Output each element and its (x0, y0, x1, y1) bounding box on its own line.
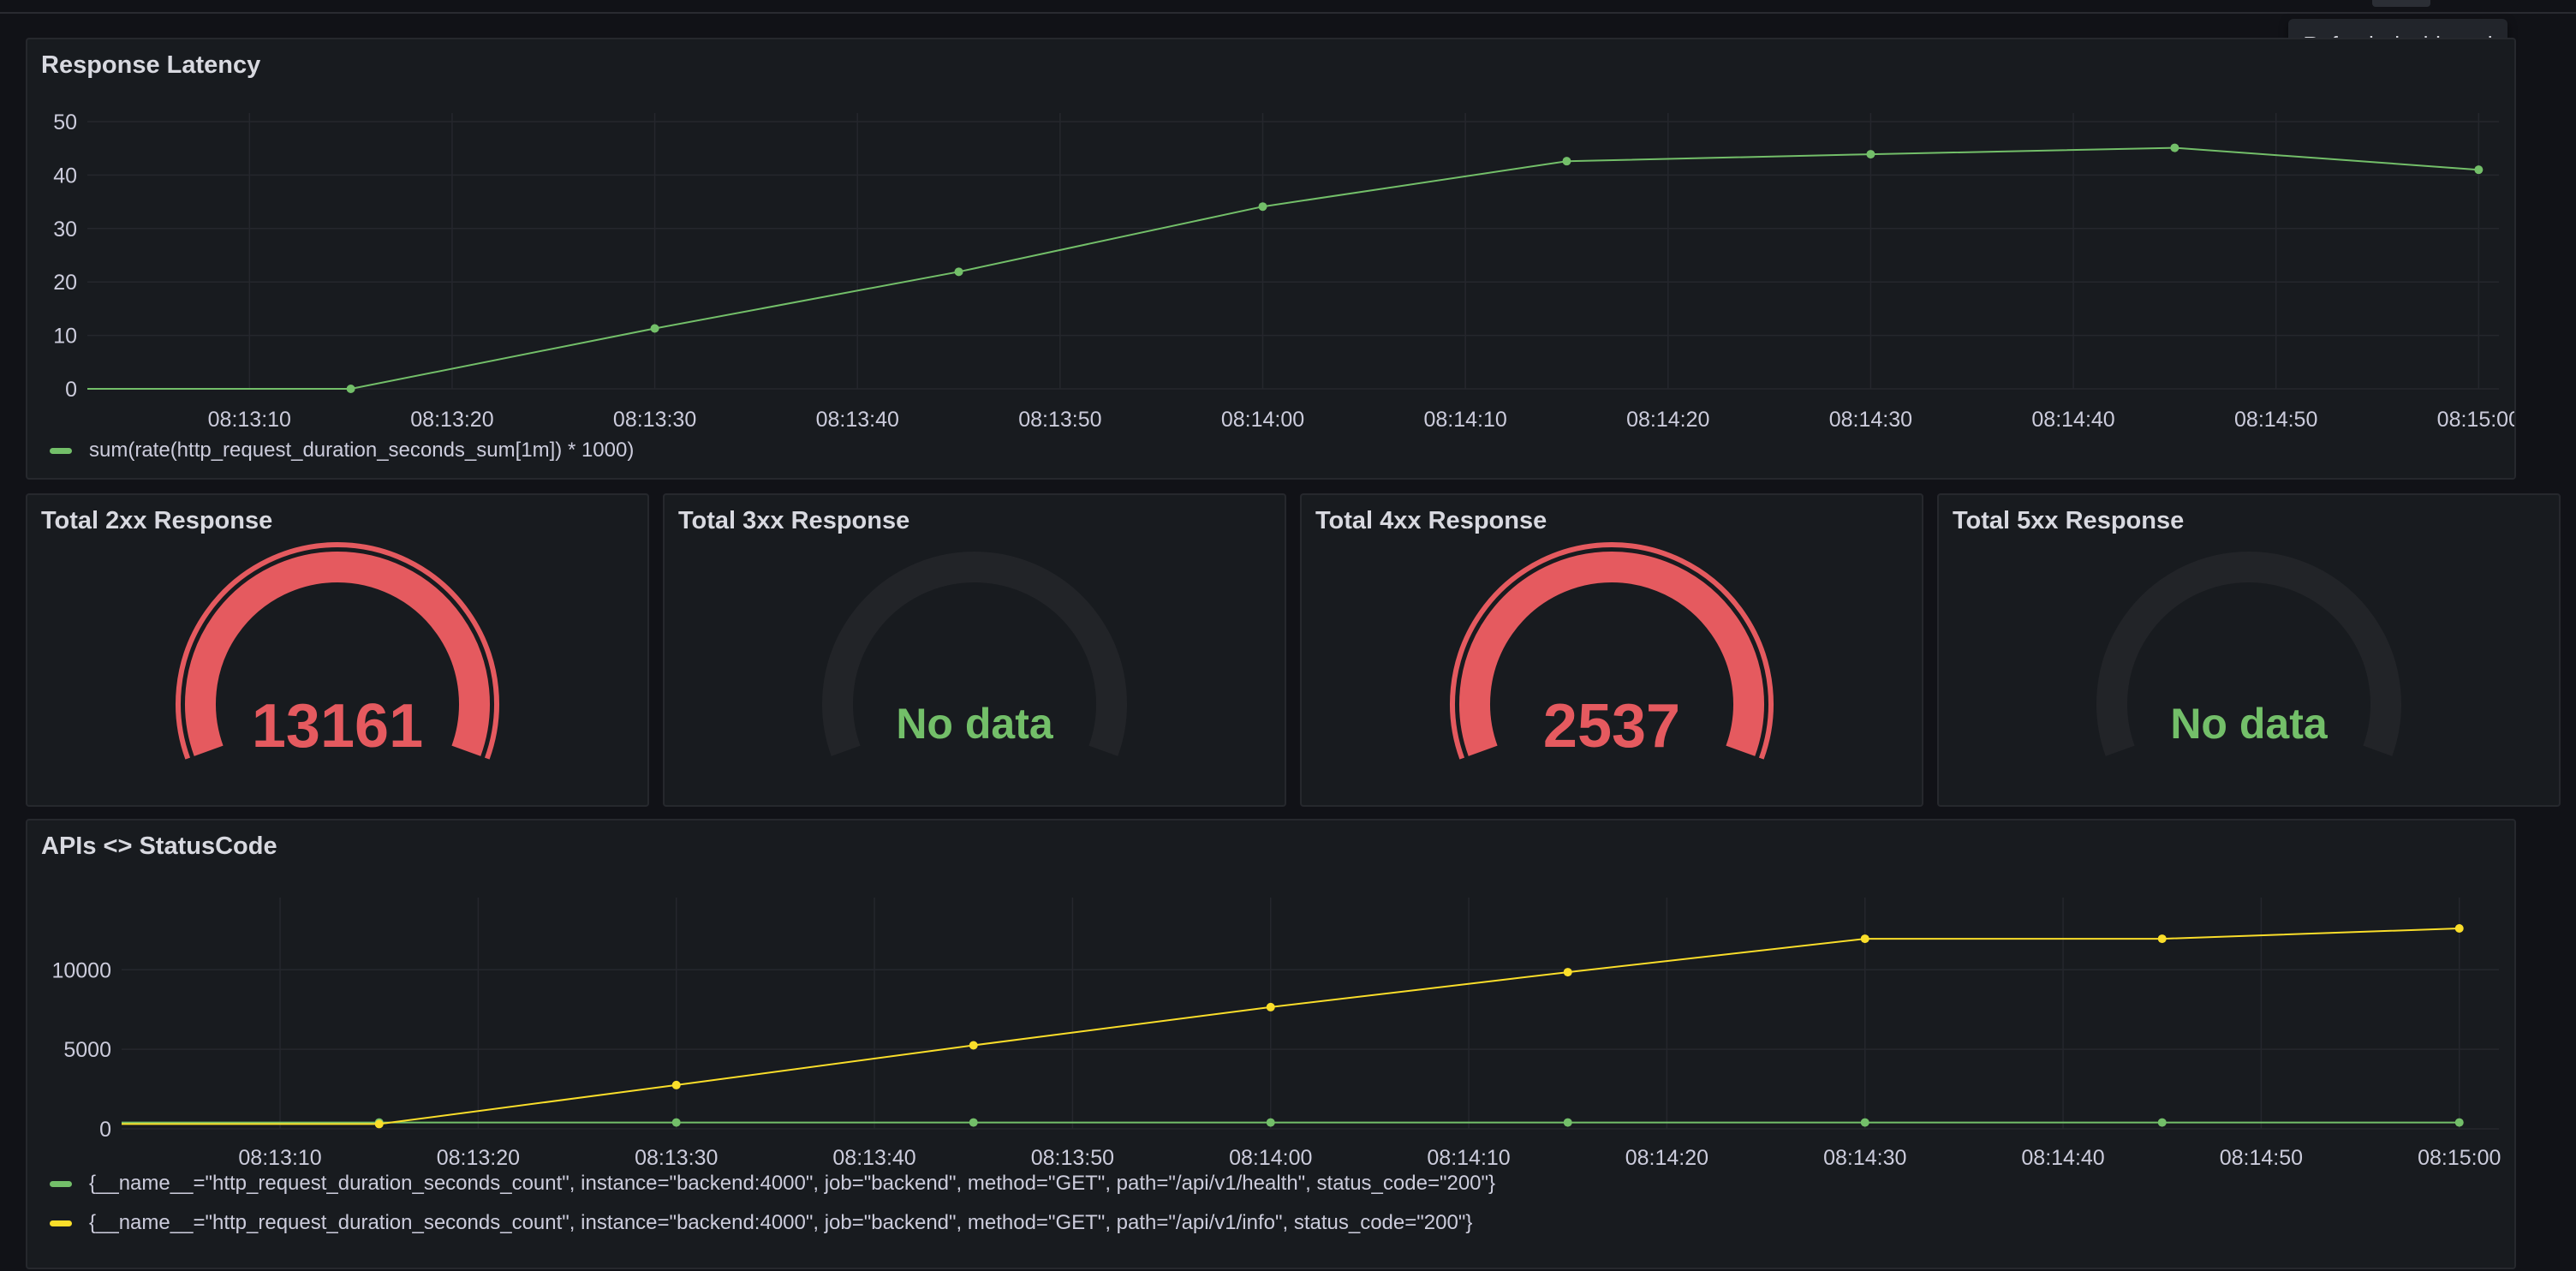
data-point (1266, 1118, 1275, 1127)
y-tick-label: 5000 (63, 1038, 111, 1062)
gauge-value: 2537 (1543, 692, 1680, 761)
data-point (969, 1041, 978, 1050)
data-point (1266, 1002, 1275, 1011)
x-tick-label: 08:14:40 (2031, 408, 2114, 432)
x-tick-label: 08:13:30 (635, 1146, 718, 1170)
legend-item[interactable]: {__name__="http_request_duration_seconds… (50, 1211, 1472, 1235)
data-point (671, 1080, 681, 1089)
x-tick-label: 08:14:30 (1823, 1146, 1906, 1170)
data-point (1866, 150, 1875, 159)
gauge-no-data: No data (896, 700, 1054, 748)
x-tick-label: 08:13:10 (238, 1146, 321, 1170)
data-point (2170, 143, 2179, 152)
gauge: 2537 (1450, 542, 1774, 761)
x-tick-label: 08:15:00 (2418, 1146, 2501, 1170)
data-point (969, 1118, 978, 1127)
legend-swatch (50, 1220, 72, 1226)
data-point (1562, 157, 1571, 166)
panel-title: Total 2xx Response (41, 507, 273, 534)
gauge-no-data: No data (2170, 700, 2329, 748)
x-tick-label: 08:13:10 (208, 408, 291, 432)
status-chart[interactable]: 0 5000 10000 08:13:10 08:13:20 08:13:30 08:13:… (27, 820, 2514, 1268)
data-point (374, 1119, 384, 1129)
x-tick-label: 08:13:20 (437, 1146, 520, 1170)
data-point (650, 324, 659, 333)
data-point (671, 1118, 681, 1127)
apis-statuscode-panel[interactable]: APIs <> StatusCode 0 5000 10000 08:13:10 08:… (26, 819, 2516, 1269)
response-latency-panel[interactable]: Response Latency 0 10 20 30 40 50 08:13:10 08:1… (26, 38, 2516, 480)
x-tick-label: 08:14:20 (1626, 408, 1709, 432)
data-point (2454, 924, 2464, 933)
data-point (346, 385, 355, 393)
x-tick-label: 08:14:50 (2220, 1146, 2303, 1170)
x-tick-label: 08:13:50 (1018, 408, 1101, 432)
legend-item[interactable]: {__name__="http_request_duration_seconds… (50, 1172, 1495, 1196)
data-point (2454, 1118, 2464, 1127)
data-point (954, 267, 963, 277)
gauge-threshold-arc (176, 542, 499, 760)
y-tick-label: 40 (53, 164, 77, 188)
gauge-threshold-arc (1450, 542, 1774, 760)
series-line (122, 928, 2460, 1125)
x-tick-label: 08:14:00 (1221, 408, 1304, 432)
panel-title: Total 3xx Response (678, 507, 910, 534)
data-point (2157, 1118, 2167, 1127)
legend-label: sum(rate(http_request_duration_seconds_s… (89, 439, 635, 462)
gauge-empty-arc (2096, 552, 2401, 756)
dashboard-top-bar (0, 0, 2576, 14)
x-tick-label: 08:14:00 (1229, 1146, 1312, 1170)
data-point (1563, 1118, 1572, 1127)
data-point (1563, 968, 1572, 977)
latency-chart[interactable]: 0 10 20 30 40 50 08:13:10 08:13:20 08:13:30 08:13… (27, 39, 2514, 478)
data-point (1860, 1118, 1869, 1127)
gauge: No data (822, 552, 1127, 756)
x-tick-label: 08:14:10 (1423, 408, 1506, 432)
gauge-panel-4xx[interactable]: Total 4xx Response 2537 (1300, 493, 1923, 807)
y-tick-label: 20 (53, 271, 77, 295)
x-tick-label: 08:13:50 (1031, 1146, 1114, 1170)
x-tick-label: 08:13:40 (832, 1146, 915, 1170)
y-tick-label: 50 (53, 110, 77, 134)
gauge-value-arc (185, 552, 490, 756)
panel-title: APIs <> StatusCode (41, 832, 277, 860)
gauge: No data (2096, 552, 2401, 756)
x-tick-label: 08:13:20 (410, 408, 493, 432)
gauge-value: 13161 (252, 692, 423, 761)
panel-title: Total 5xx Response (1953, 507, 2185, 534)
x-tick-label: 08:14:20 (1625, 1146, 1708, 1170)
legend-label: {__name__="http_request_duration_seconds… (89, 1211, 1473, 1234)
y-tick-label: 10000 (51, 958, 111, 982)
y-tick-label: 0 (65, 378, 77, 402)
legend-item[interactable]: sum(rate(http_request_duration_seconds_s… (50, 439, 634, 462)
data-point (1258, 202, 1267, 212)
x-tick-label: 08:14:30 (1829, 408, 1912, 432)
x-tick-label: 08:13:30 (613, 408, 696, 432)
y-tick-label: 30 (53, 218, 77, 242)
gauge-panel-2xx[interactable]: Total 2xx Response 13161 (26, 493, 649, 807)
panel-title: Response Latency (41, 51, 261, 79)
panel-title: Total 4xx Response (1315, 507, 1547, 534)
legend-swatch (50, 447, 72, 454)
gauge-panel-5xx[interactable]: Total 5xx Response No data (1937, 493, 2561, 807)
y-tick-label: 0 (99, 1118, 111, 1142)
gauge: 13161 (176, 542, 499, 761)
x-tick-label: 08:14:10 (1427, 1146, 1510, 1170)
series-line (87, 146, 2479, 390)
x-tick-label: 08:13:40 (816, 408, 899, 432)
x-tick-label: 08:14:40 (2021, 1146, 2104, 1170)
gauge-value-arc (1459, 552, 1764, 756)
data-point (1860, 934, 1869, 944)
gauge-empty-arc (822, 552, 1127, 756)
x-tick-label: 08:15:00 (2437, 408, 2514, 432)
data-point (2157, 934, 2167, 944)
x-tick-label: 08:14:50 (2234, 408, 2317, 432)
refresh-button[interactable] (2372, 0, 2430, 7)
y-tick-label: 10 (53, 325, 77, 349)
legend-swatch (50, 1180, 72, 1187)
legend-label: {__name__="http_request_duration_seconds… (89, 1172, 1496, 1195)
data-point (2474, 165, 2484, 175)
gauge-panel-3xx[interactable]: Total 3xx Response No data (663, 493, 1286, 807)
